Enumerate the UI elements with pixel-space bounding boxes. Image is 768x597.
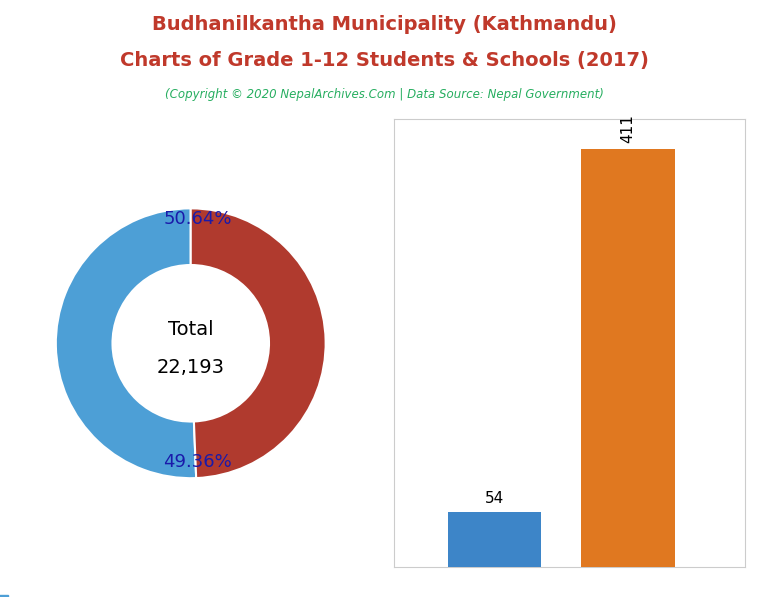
Legend: Male Students (11,239), Female Students (10,954): Male Students (11,239), Female Students … [0, 589, 225, 597]
Text: 50.64%: 50.64% [164, 210, 232, 228]
Text: Charts of Grade 1-12 Students & Schools (2017): Charts of Grade 1-12 Students & Schools … [120, 51, 648, 70]
Bar [448, 512, 541, 567]
Text: Budhanilkantha Municipality (Kathmandu): Budhanilkantha Municipality (Kathmandu) [151, 15, 617, 34]
Text: 49.36%: 49.36% [163, 453, 232, 471]
Wedge shape [56, 208, 196, 478]
Bar [581, 149, 675, 567]
Text: (Copyright © 2020 NepalArchives.Com | Data Source: Nepal Government): (Copyright © 2020 NepalArchives.Com | Da… [164, 88, 604, 101]
Wedge shape [190, 208, 326, 478]
Text: 54: 54 [485, 491, 504, 506]
Text: 411: 411 [621, 114, 636, 143]
Text: 22,193: 22,193 [157, 358, 225, 377]
Text: Total: Total [168, 320, 214, 339]
